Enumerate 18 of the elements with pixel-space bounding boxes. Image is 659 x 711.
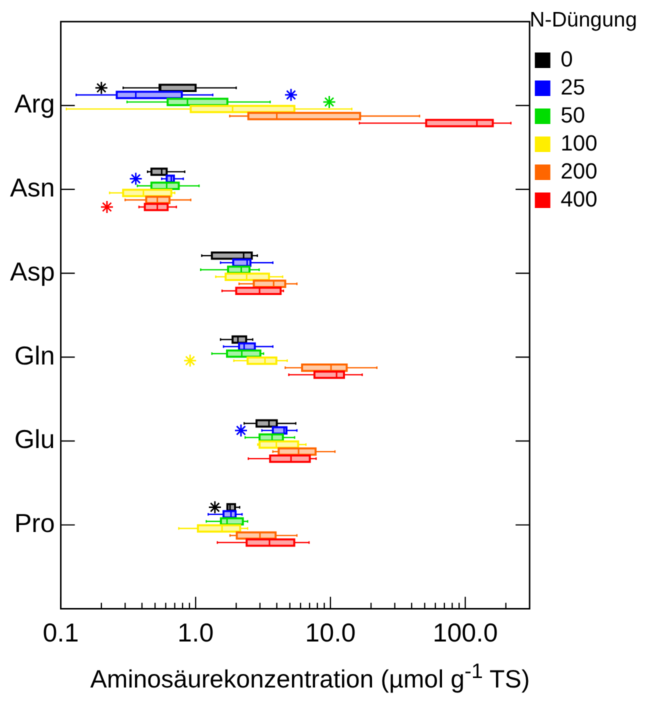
y-tick-label: Asp <box>10 256 55 286</box>
y-tick-label: Glu <box>14 424 55 454</box>
x-axis-title: Aminosäurekonzentration (µmol g$^{-1}$ TS) <box>89 660 531 694</box>
x-tick-label: 100.0 <box>432 618 498 648</box>
y-tick-label: Pro <box>14 508 55 538</box>
legend-label: 400 <box>560 186 598 212</box>
x-tick-label: 1.0 <box>178 618 214 648</box>
x-tick-label: 10.0 <box>305 618 356 648</box>
legend-label: 50 <box>560 102 586 128</box>
y-tick-label: Gln <box>14 340 55 370</box>
legend-label: 0 <box>560 46 573 72</box>
y-tick-label: Asn <box>10 172 55 203</box>
legend-label: 100 <box>560 130 598 156</box>
legend-title: N-Düngung <box>530 8 638 32</box>
legend-label: 200 <box>560 158 598 184</box>
legend-label: 25 <box>560 74 586 100</box>
y-tick-label: Arg <box>14 88 55 119</box>
x-tick-label: 0.1 <box>42 618 79 648</box>
